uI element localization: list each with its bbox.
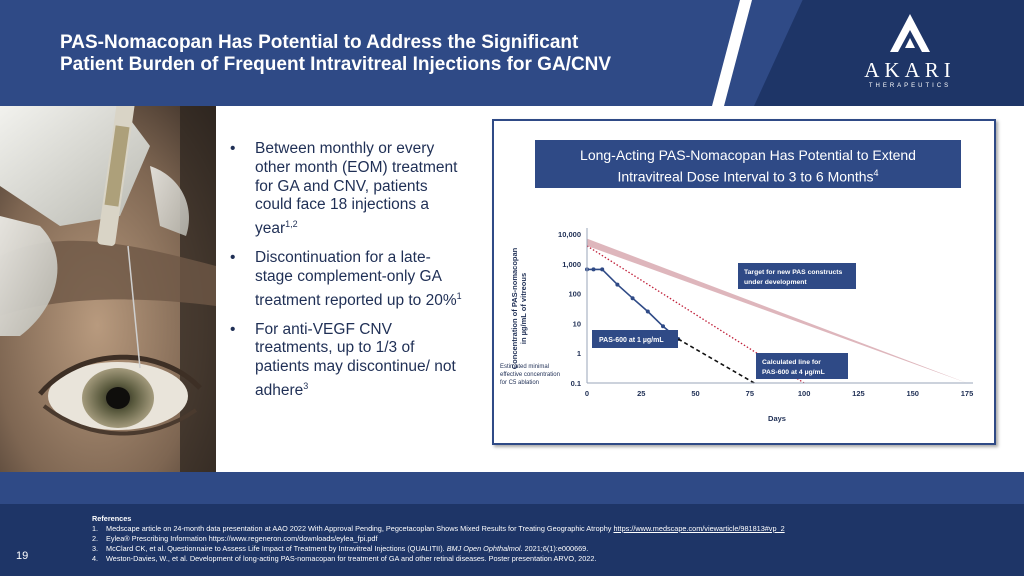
min-effective-label-2: effective concentration xyxy=(500,372,560,378)
references: References 1. Medscape article on 24-mon… xyxy=(92,514,972,564)
pas600-label-box xyxy=(592,330,678,348)
data-point xyxy=(630,296,635,301)
reference-number: 1. xyxy=(92,524,99,533)
reference-number: 4. xyxy=(92,554,99,563)
chart-title: Long-Acting PAS-Nomacopan Has Potential … xyxy=(535,140,961,188)
chart-title-line-1: Long-Acting PAS-Nomacopan Has Potential … xyxy=(580,147,916,163)
y-axis-title-line-2: in µg/mL of vitreous xyxy=(519,273,528,344)
chart-title-citation: 4 xyxy=(873,168,879,178)
chart-title-line-2: Intravitreal Dose Interval to 3 to 6 Mon… xyxy=(617,168,874,185)
akari-logo: AKARI THERAPEUTICS xyxy=(858,12,962,96)
logo-wordmark: AKARI xyxy=(864,58,956,82)
akari-mountain-icon xyxy=(890,14,930,52)
target-band-label-2: under development xyxy=(744,279,807,286)
x-tick-label: 0 xyxy=(585,389,589,398)
page-number: 19 xyxy=(16,550,29,562)
reference-text: Eylea® Prescribing Information https://w… xyxy=(106,534,378,543)
reference-text-tail: . 2021;6(1):e000669. xyxy=(520,544,589,553)
min-effective-label-3: for C5 ablation xyxy=(500,380,539,386)
reference-number: 3. xyxy=(92,544,99,553)
x-tick-label: 100 xyxy=(798,389,811,398)
reference-text: Medscape article on 24-month data presen… xyxy=(106,524,614,533)
reference-text: McClard CK, et al. Questionnaire to Asse… xyxy=(106,544,447,553)
reference-journal: BMJ Open Ophthalmol xyxy=(446,544,521,553)
references-heading: References xyxy=(92,514,132,523)
slide-title-line-1: PAS-Nomacopan Has Potential to Address t… xyxy=(60,32,579,53)
y-axis-title: Concentration of PAS-nomacopan xyxy=(510,247,519,369)
data-point xyxy=(591,267,596,272)
concentration-chart: 10,000 1,000 100 10 1 0.1 0 25 50 75 100 125 150 175 D… xyxy=(500,228,974,423)
reference-item: 2. Eylea® Prescribing Information https:… xyxy=(92,534,972,544)
data-point xyxy=(615,282,620,287)
y-tick-label: 10 xyxy=(573,319,581,328)
bullet-citation: 3 xyxy=(303,381,309,392)
reference-item: 4. Weston-Davies, W., et al. Development… xyxy=(92,554,972,564)
bullet-item: Discontinuation for a late-stage complem… xyxy=(228,249,468,311)
bullet-text: Between monthly or every other month (EO… xyxy=(255,140,458,238)
target-band-label-box xyxy=(738,263,856,289)
calc-line-label-2: PAS-600 at 4 µg/mL xyxy=(762,369,825,376)
x-tick-label: 175 xyxy=(961,389,974,398)
target-band xyxy=(587,238,967,383)
eye-injection-photo xyxy=(0,106,216,472)
data-point xyxy=(645,309,650,314)
bullet-item: For anti-VEGF CNV treatments, up to 1/3 … xyxy=(228,321,468,401)
y-tick-label: 1,000 xyxy=(562,260,581,269)
reference-item: 1. Medscape article on 24-month data pre… xyxy=(92,524,972,534)
bullet-citation: 1,2 xyxy=(285,219,298,230)
reference-number: 2. xyxy=(92,534,99,543)
min-effective-label: Estimated minimal xyxy=(500,364,549,370)
data-point xyxy=(661,324,665,329)
x-tick-label: 75 xyxy=(746,389,754,398)
data-point xyxy=(600,267,605,272)
y-tick-label: 100 xyxy=(568,290,581,299)
x-tick-label: 125 xyxy=(852,389,865,398)
y-tick-label: 0.1 xyxy=(571,379,581,388)
x-tick-label: 50 xyxy=(691,389,699,398)
slide-title-line-2: Patient Burden of Frequent Intravitreal … xyxy=(60,54,612,75)
bullet-text: For anti-VEGF CNV treatments, up to 1/3 … xyxy=(255,320,456,400)
x-tick-label: 25 xyxy=(637,389,645,398)
slide-title: PAS-Nomacopan Has Potential to Address t… xyxy=(60,32,720,76)
header-logo-panel xyxy=(754,0,1024,106)
target-band-label: Target for new PAS constructs xyxy=(744,269,843,276)
series-line xyxy=(587,268,679,340)
series-line xyxy=(677,338,755,384)
reference-text: Weston-Davies, W., et al. Development of… xyxy=(106,554,597,563)
reference-item: 3. McClard CK, et al. Questionnaire to A… xyxy=(92,544,972,554)
calc-line-label: Calculated line for xyxy=(762,359,821,366)
pas600-label: PAS-600 at 1 µg/mL xyxy=(599,337,664,344)
bullet-item: Between monthly or every other month (EO… xyxy=(228,140,468,239)
reference-link[interactable]: https://www.medscape.com/viewarticle/981… xyxy=(613,524,785,533)
bullet-citation: 1 xyxy=(456,290,462,301)
x-axis-title: Days xyxy=(768,414,786,423)
footer-band xyxy=(0,472,1024,504)
footer xyxy=(0,504,1024,576)
y-tick-label: 10,000 xyxy=(558,230,581,239)
y-tick-label: 1 xyxy=(577,349,581,358)
logo-subtitle: THERAPEUTICS xyxy=(868,83,952,89)
x-tick-label: 150 xyxy=(906,389,919,398)
calc-line-label-box xyxy=(756,353,848,379)
bullet-text: Discontinuation for a late-stage complem… xyxy=(255,249,457,309)
bullet-list: Between monthly or every other month (EO… xyxy=(228,140,468,411)
